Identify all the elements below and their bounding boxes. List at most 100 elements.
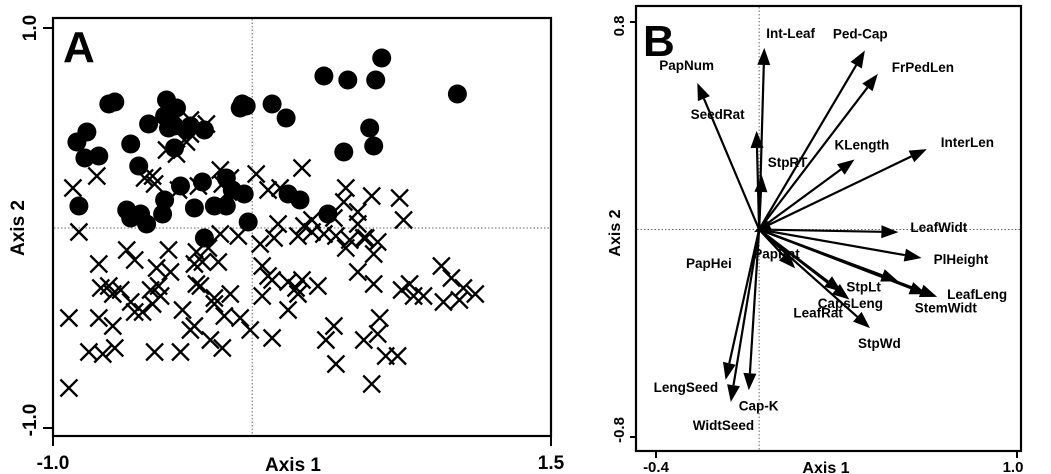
vector-arrowhead-ped-cap bbox=[850, 50, 865, 69]
vector-label-stprt: StpRT bbox=[768, 155, 808, 170]
vector-arrowhead-int-leaf bbox=[757, 47, 771, 66]
cross-point bbox=[288, 284, 308, 304]
circle-point bbox=[155, 190, 175, 210]
cross-point bbox=[258, 180, 278, 200]
circle-point bbox=[129, 156, 149, 176]
vector-arrowhead-interlen bbox=[908, 149, 927, 163]
cross-point bbox=[392, 280, 411, 300]
cross-point bbox=[167, 144, 186, 164]
cross-point bbox=[368, 232, 388, 252]
circle-point bbox=[338, 70, 358, 90]
panel-a-letter: A bbox=[63, 23, 95, 72]
vector-label-lengseed: LengSeed bbox=[654, 380, 719, 395]
vector-label-frpedlen: FrPedLen bbox=[892, 60, 954, 75]
cross-point bbox=[278, 300, 298, 320]
vector-label-leafrat: LeafRat bbox=[793, 306, 843, 321]
vector-label-leafleng: LeafLeng bbox=[947, 287, 1007, 302]
circle-point bbox=[99, 94, 119, 114]
cross-point bbox=[121, 292, 141, 312]
cross-point bbox=[292, 270, 312, 290]
cross-point bbox=[187, 242, 206, 262]
cross-point bbox=[133, 302, 152, 322]
circle-point bbox=[334, 142, 354, 162]
cross-point bbox=[354, 330, 374, 350]
panel-a-x-tick-label-min: -1.0 bbox=[37, 453, 70, 474]
vector-arrowhead-klength bbox=[837, 159, 855, 175]
panel-b-biplot: Int-Leaf Ped-Cap FrPedLen PapNum SeedRat StpR… bbox=[607, 4, 1023, 474]
cross-point bbox=[294, 216, 314, 236]
cross-point bbox=[181, 320, 200, 340]
panel-b-x-axis-label: Axis 1 bbox=[802, 460, 849, 474]
cross-point bbox=[270, 178, 290, 198]
cross-point bbox=[288, 226, 308, 246]
vector-leafwidt bbox=[759, 228, 882, 233]
cross-point bbox=[185, 254, 204, 274]
cross-point bbox=[388, 346, 407, 366]
cross-point bbox=[364, 244, 384, 264]
vector-arrowhead-paprat bbox=[778, 251, 796, 269]
vector-label-interlen: InterLen bbox=[941, 135, 994, 150]
cross-point bbox=[63, 178, 83, 198]
cross-point bbox=[348, 262, 368, 282]
cross-point bbox=[201, 330, 220, 350]
vector-label-cap-k: Cap-K bbox=[739, 398, 779, 413]
vector-label-paprat: PapRat bbox=[753, 246, 800, 261]
panel-b-y-tick-label-min: -0.8 bbox=[611, 417, 628, 443]
circle-point bbox=[129, 206, 149, 226]
cross-point bbox=[205, 288, 224, 308]
vector-arrowhead-widtseed bbox=[727, 384, 740, 402]
vector-arrowhead-frpedlen bbox=[862, 73, 878, 92]
circle-point bbox=[153, 204, 173, 224]
cross-point bbox=[454, 278, 473, 298]
cross-point bbox=[145, 342, 164, 362]
panel-b-y-axis-label: Axis 2 bbox=[607, 209, 624, 256]
cross-point bbox=[111, 280, 131, 300]
cross-point bbox=[450, 290, 469, 310]
cross-point bbox=[326, 354, 346, 374]
vector-arrowhead-leafrat bbox=[832, 284, 850, 300]
cross-point bbox=[364, 274, 384, 294]
panel-a-points bbox=[59, 48, 485, 398]
cross-point bbox=[59, 308, 79, 328]
cross-point bbox=[169, 180, 188, 200]
cross-point bbox=[210, 224, 230, 244]
cross-point bbox=[432, 256, 451, 276]
vector-widtseed bbox=[732, 229, 761, 386]
panel-b-y-tick-label-max: 0.8 bbox=[611, 16, 628, 37]
cross-point bbox=[91, 278, 111, 298]
cross-point bbox=[105, 338, 125, 358]
cross-point bbox=[324, 208, 344, 228]
cross-point bbox=[208, 252, 228, 272]
cross-point bbox=[434, 292, 453, 312]
circle-point bbox=[366, 70, 386, 90]
panel-b-plot-frame bbox=[634, 4, 1023, 453]
vector-klength bbox=[758, 168, 842, 231]
circle-point bbox=[290, 190, 310, 210]
cross-point bbox=[125, 250, 145, 270]
vector-label-stemwidt: StemWidt bbox=[915, 300, 978, 315]
cross-point bbox=[268, 214, 288, 234]
cross-point bbox=[89, 254, 109, 274]
panel-a-y-tick-label-max: 1.0 bbox=[20, 15, 41, 41]
vector-arrowhead-stprt bbox=[754, 175, 768, 193]
cross-point bbox=[465, 284, 485, 304]
vector-stprt bbox=[758, 191, 762, 230]
vector-arrowhead-stpwd bbox=[853, 311, 870, 329]
vector-label-stpwd: StpWd bbox=[858, 336, 901, 351]
vector-stemwidt bbox=[758, 228, 912, 290]
cross-point bbox=[394, 210, 413, 230]
panel-a-plot-frame bbox=[51, 16, 553, 438]
panel-a-y-axis-label: Axis 2 bbox=[8, 200, 29, 256]
cross-point bbox=[264, 228, 284, 248]
circle-point bbox=[372, 48, 392, 68]
cross-point bbox=[212, 174, 232, 194]
vector-stpwd bbox=[758, 228, 859, 318]
panel-a-x-axis-label: Axis 1 bbox=[265, 455, 321, 474]
cross-point bbox=[191, 276, 210, 296]
cross-point bbox=[368, 324, 388, 344]
circle-point bbox=[121, 134, 141, 154]
cross-point bbox=[161, 262, 180, 282]
cross-point bbox=[324, 316, 344, 336]
cross-point bbox=[117, 240, 137, 260]
